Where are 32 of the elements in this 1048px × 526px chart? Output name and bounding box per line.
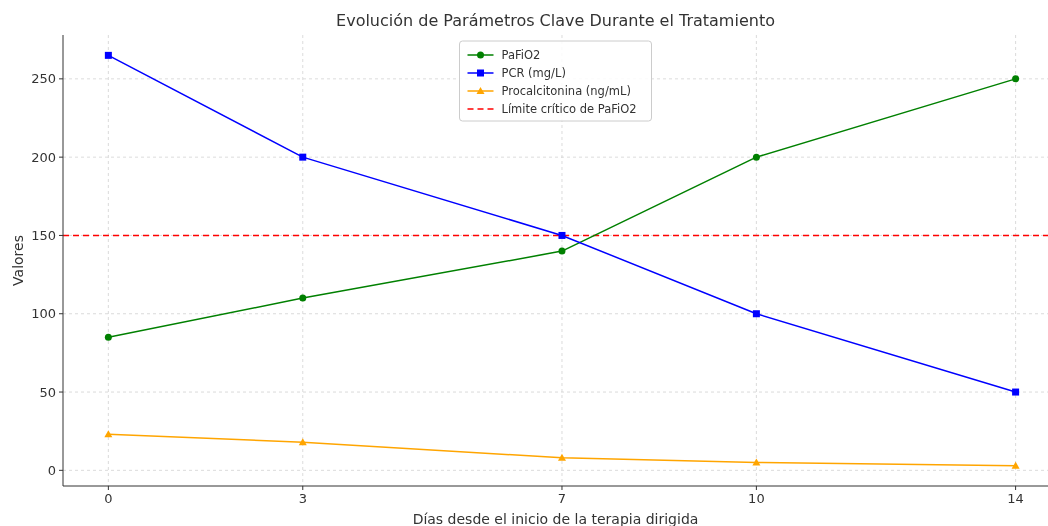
legend-label: Límite crítico de PaFiO2: [501, 102, 637, 116]
point: [104, 333, 112, 341]
x-axis-title: Días desde el inicio de la terapia dirigida: [412, 511, 699, 526]
y-tick-label: 250: [31, 71, 56, 87]
x-tick-label: 3: [298, 491, 307, 506]
point: [1012, 388, 1020, 396]
legend-label: PaFiO2: [501, 48, 541, 62]
y-tick-label: 150: [31, 227, 56, 243]
legend-label: PCR (mg/L): [501, 66, 566, 80]
point: [752, 310, 760, 318]
x-tick-label: 7: [557, 491, 567, 506]
y-axis-title: Valores: [10, 235, 26, 286]
x-tick-label: 14: [1007, 491, 1024, 506]
point: [1012, 75, 1020, 83]
legend-label: Procalcitonina (ng/mL): [501, 84, 631, 98]
chart-title: Evolución de Parámetros Clave Durante el Tratamiento: [336, 11, 775, 30]
y-tick-label: 200: [31, 149, 56, 165]
y-tick-label: 50: [39, 384, 56, 400]
point: [558, 247, 566, 255]
point: [104, 51, 112, 59]
point: [557, 453, 566, 461]
point: [299, 294, 307, 302]
point: [558, 231, 566, 239]
x-tick-label: 10: [748, 491, 765, 506]
y-tick-label: 0: [47, 462, 56, 478]
point: [752, 153, 760, 161]
point: [298, 438, 307, 446]
y-tick-label: 100: [31, 306, 56, 322]
point: [299, 153, 307, 161]
point: [752, 458, 761, 466]
point: [1011, 461, 1020, 469]
x-tick-label: 0: [104, 491, 113, 506]
